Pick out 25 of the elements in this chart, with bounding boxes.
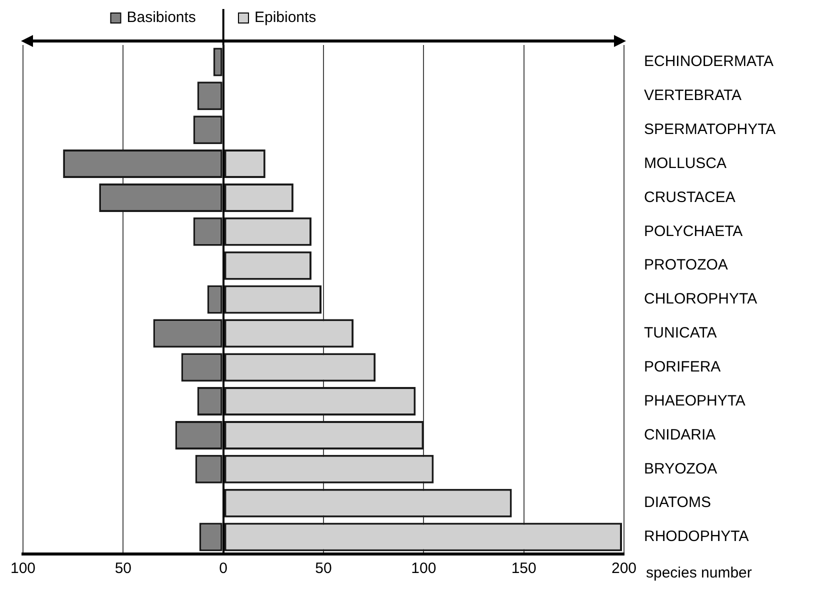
x-axis-title: species number bbox=[646, 564, 752, 582]
y-tick-label: CHLOROPHYTA bbox=[644, 290, 758, 308]
x-tick-label: 100 bbox=[411, 560, 436, 578]
y-tick-label: CNIDARIA bbox=[644, 426, 716, 444]
x-tick-label: 150 bbox=[511, 560, 536, 578]
y-tick-label: BRYOZOA bbox=[644, 460, 718, 478]
y-tick-label: POLYCHAETA bbox=[644, 222, 743, 240]
y-tick-label: VERTEBRATA bbox=[644, 87, 742, 104]
x-tick-label: 0 bbox=[219, 560, 228, 578]
y-tick-label: RHODOPHYTA bbox=[644, 528, 749, 546]
y-tick-label: TUNICATA bbox=[644, 324, 717, 342]
y-tick-label: MOLLUSCA bbox=[644, 154, 727, 172]
y-tick-label: ECHINODERMATA bbox=[644, 53, 774, 70]
legend-label: Basibionts bbox=[126, 9, 196, 26]
y-tick-label: DIATOMS bbox=[644, 494, 711, 512]
x-tick-label: 100 bbox=[10, 560, 36, 578]
y-tick-label: PHAEOPHYTA bbox=[644, 392, 746, 410]
y-tick-label: PORIFERA bbox=[644, 358, 721, 376]
y-tick-label: PROTOZOA bbox=[644, 256, 728, 274]
y-tick-label: CRUSTACEA bbox=[644, 188, 736, 206]
x-tick-label: 200 bbox=[611, 560, 637, 578]
y-tick-label: SPERMATOPHYTA bbox=[644, 120, 776, 138]
legend-label: Epibionts bbox=[254, 9, 316, 26]
x-tick-label: 50 bbox=[114, 560, 132, 578]
x-tick-label: 50 bbox=[315, 560, 332, 578]
